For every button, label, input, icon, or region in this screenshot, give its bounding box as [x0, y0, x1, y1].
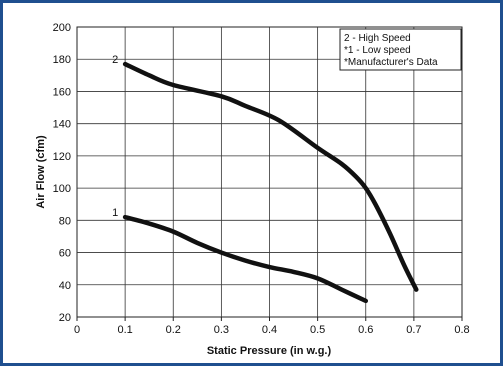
x-tick-label: 0.2 — [166, 324, 181, 336]
y-tick-label: 180 — [53, 54, 71, 66]
series-lines — [122, 61, 419, 304]
x-tick-label: 0.3 — [214, 324, 229, 336]
series-tag-1: 1 — [112, 207, 118, 219]
y-tick-label: 20 — [59, 312, 71, 324]
legend-line-3: *Manufacturer's Data — [344, 57, 438, 68]
y-axis-label: Air Flow (cfm) — [35, 135, 47, 209]
x-tick-label: 0.4 — [262, 324, 277, 336]
series-tags: 21 — [112, 54, 118, 219]
x-tick-label: 0 — [74, 324, 80, 336]
legend-box — [339, 28, 462, 71]
axis-ticks: 20 40 60 80 100 120 140 160 180 200 0 0.1 0.2 0.3 0.4 0… — [53, 22, 470, 336]
series-line-2 — [122, 61, 419, 292]
x-tick-label: 0.8 — [454, 324, 469, 336]
x-tick-label: 0.7 — [406, 324, 421, 336]
y-tick-label: 120 — [53, 151, 71, 163]
y-tick-label: 160 — [53, 86, 71, 98]
legend-line-2: *1 - Low speed — [344, 45, 411, 56]
y-tick-label: 200 — [53, 22, 71, 34]
x-tick-label: 0.1 — [117, 324, 132, 336]
y-tick-label: 60 — [59, 248, 71, 260]
series-tag-2: 2 — [112, 54, 118, 66]
legend: 2 - High Speed *1 - Low speed *Manufactu… — [339, 28, 462, 71]
y-tick-label: 80 — [59, 215, 71, 227]
y-tick-label: 100 — [53, 183, 71, 195]
x-tick-label: 0.5 — [310, 324, 325, 336]
series-line-1 — [122, 214, 368, 304]
x-tick-label: 0.6 — [358, 324, 373, 336]
x-axis-label: Static Pressure (in w.g.) — [207, 345, 332, 357]
y-tick-label: 40 — [59, 280, 71, 292]
y-tick-label: 140 — [53, 119, 71, 131]
legend-line-1: 2 - High Speed — [344, 33, 411, 44]
